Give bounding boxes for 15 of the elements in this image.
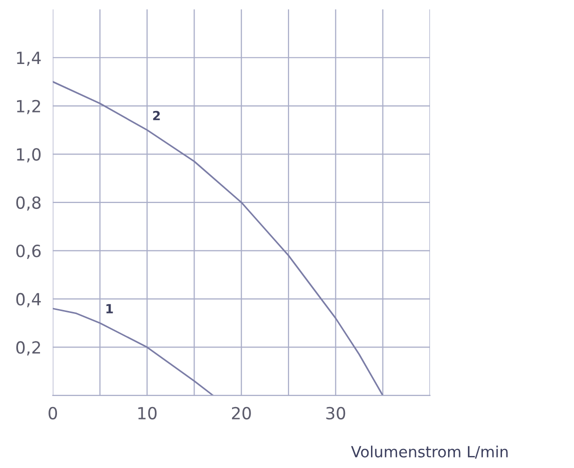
- x-axis-title: Volumenstrom L/min: [351, 446, 508, 459]
- y-tick-label: 1,2: [17, 100, 40, 114]
- y-tick-label: 1,0: [17, 148, 41, 162]
- y-tick-label: 0,8: [16, 196, 41, 211]
- x-tick-label: 10: [138, 406, 157, 420]
- x-tick-label: 20: [232, 406, 251, 420]
- series-label: 1: [106, 304, 113, 314]
- y-tick-label: 0,2: [16, 341, 40, 356]
- y-tick-label: 0,4: [16, 292, 41, 308]
- line-series: [52, 80, 384, 396]
- y-tick-label: 1,4: [17, 52, 41, 66]
- y-tick-label: 0,6: [16, 244, 41, 259]
- x-tick-label: 30: [326, 406, 346, 420]
- x-tick-label: 0: [48, 406, 58, 420]
- series-label: 2: [153, 110, 160, 120]
